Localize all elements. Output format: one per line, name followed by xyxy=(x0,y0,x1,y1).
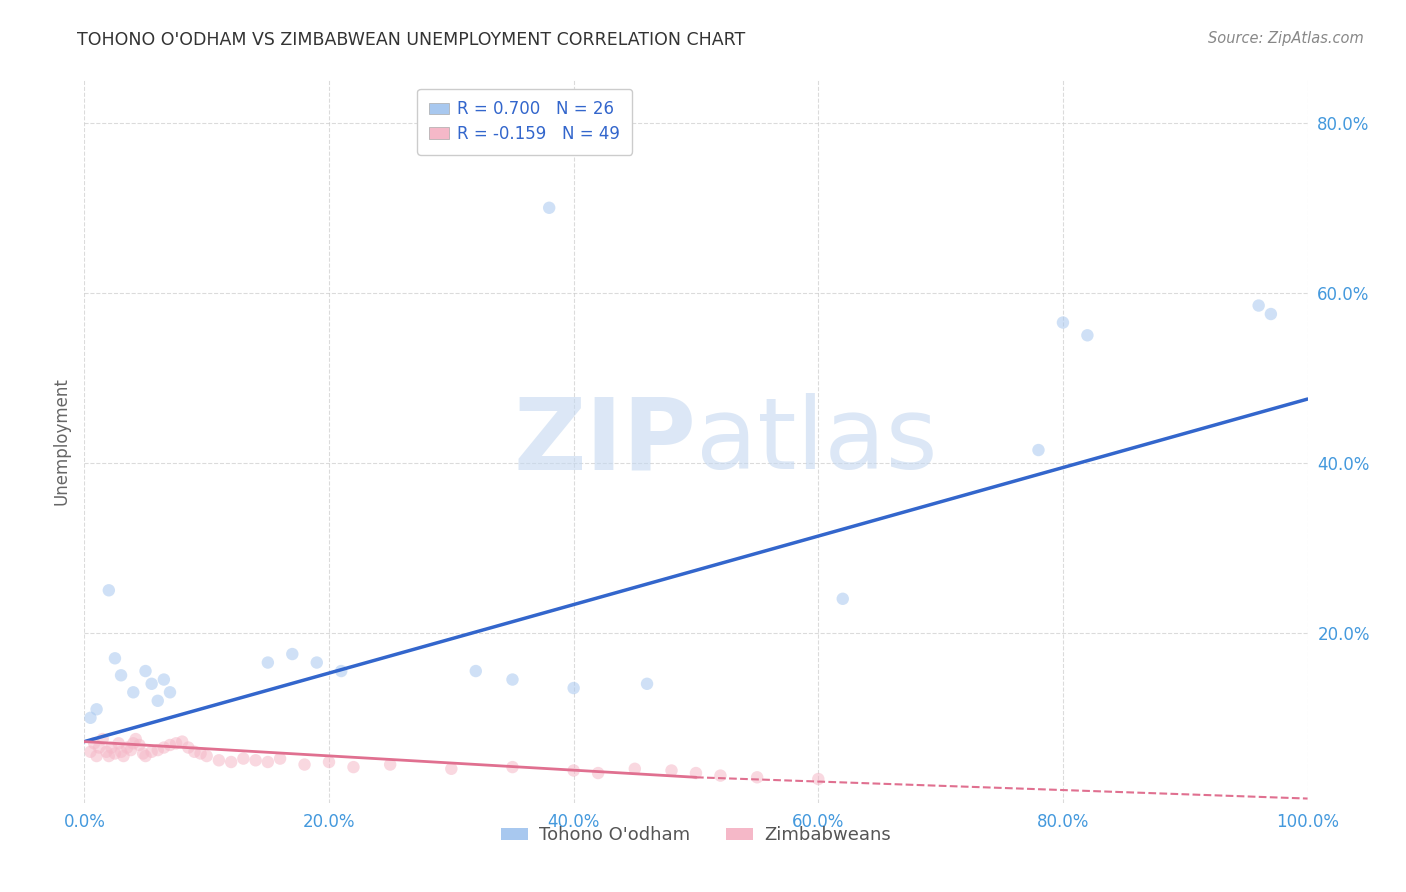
Y-axis label: Unemployment: Unemployment xyxy=(52,377,70,506)
Point xyxy=(281,647,304,661)
Point xyxy=(153,740,176,755)
Point xyxy=(380,757,402,772)
Point xyxy=(110,668,132,682)
Point xyxy=(83,736,105,750)
Point xyxy=(330,664,353,678)
Point xyxy=(141,745,163,759)
Point xyxy=(1260,307,1282,321)
Point xyxy=(562,681,585,695)
Point xyxy=(257,656,280,670)
Text: ZIP: ZIP xyxy=(513,393,696,490)
Point xyxy=(165,736,187,750)
Point xyxy=(661,764,683,778)
Point xyxy=(342,760,364,774)
Point xyxy=(122,685,145,699)
Point xyxy=(125,732,148,747)
Point xyxy=(97,583,120,598)
Point xyxy=(107,736,129,750)
Point xyxy=(115,740,138,755)
Point xyxy=(195,749,218,764)
Point xyxy=(318,755,340,769)
Point xyxy=(464,664,486,678)
Point xyxy=(153,673,176,687)
Point xyxy=(245,753,267,767)
Point xyxy=(79,745,101,759)
Point xyxy=(100,740,122,755)
Text: Source: ZipAtlas.com: Source: ZipAtlas.com xyxy=(1208,31,1364,46)
Point xyxy=(636,677,658,691)
Point xyxy=(159,685,181,699)
Point xyxy=(104,651,127,665)
Point xyxy=(807,772,830,786)
Text: TOHONO O'ODHAM VS ZIMBABWEAN UNEMPLOYMENT CORRELATION CHART: TOHONO O'ODHAM VS ZIMBABWEAN UNEMPLOYMEN… xyxy=(77,31,745,49)
Point xyxy=(86,702,108,716)
Point xyxy=(79,711,101,725)
Point xyxy=(91,732,114,747)
Point xyxy=(135,664,157,678)
Point xyxy=(177,740,200,755)
Point xyxy=(183,745,205,759)
Point xyxy=(159,738,181,752)
Point xyxy=(87,740,110,755)
Point xyxy=(128,738,150,752)
Point xyxy=(440,762,463,776)
Point xyxy=(831,591,853,606)
Point xyxy=(112,749,135,764)
Point xyxy=(232,751,254,765)
Point xyxy=(305,656,328,670)
Point xyxy=(120,743,142,757)
Point xyxy=(1028,443,1050,458)
Point xyxy=(122,736,145,750)
Point xyxy=(502,760,524,774)
Point xyxy=(96,745,118,759)
Text: atlas: atlas xyxy=(696,393,938,490)
Point xyxy=(141,677,163,691)
Point xyxy=(709,769,731,783)
Point xyxy=(208,753,231,767)
Point xyxy=(219,755,242,769)
Point xyxy=(1247,299,1270,313)
Point xyxy=(1076,328,1098,343)
Legend: Tohono O'odham, Zimbabweans: Tohono O'odham, Zimbabweans xyxy=(494,819,898,852)
Point xyxy=(104,747,127,761)
Point xyxy=(146,743,169,757)
Point xyxy=(294,757,316,772)
Point xyxy=(110,745,132,759)
Point xyxy=(97,749,120,764)
Point xyxy=(257,755,280,769)
Point xyxy=(747,770,769,784)
Point xyxy=(269,751,291,765)
Point xyxy=(146,694,169,708)
Point xyxy=(86,749,108,764)
Point xyxy=(562,764,585,778)
Point xyxy=(685,766,707,780)
Point xyxy=(502,673,524,687)
Point xyxy=(190,747,212,761)
Point xyxy=(538,201,561,215)
Point xyxy=(172,734,194,748)
Point xyxy=(132,747,155,761)
Point xyxy=(586,766,609,780)
Point xyxy=(624,762,647,776)
Point xyxy=(1052,316,1074,330)
Point xyxy=(135,749,157,764)
